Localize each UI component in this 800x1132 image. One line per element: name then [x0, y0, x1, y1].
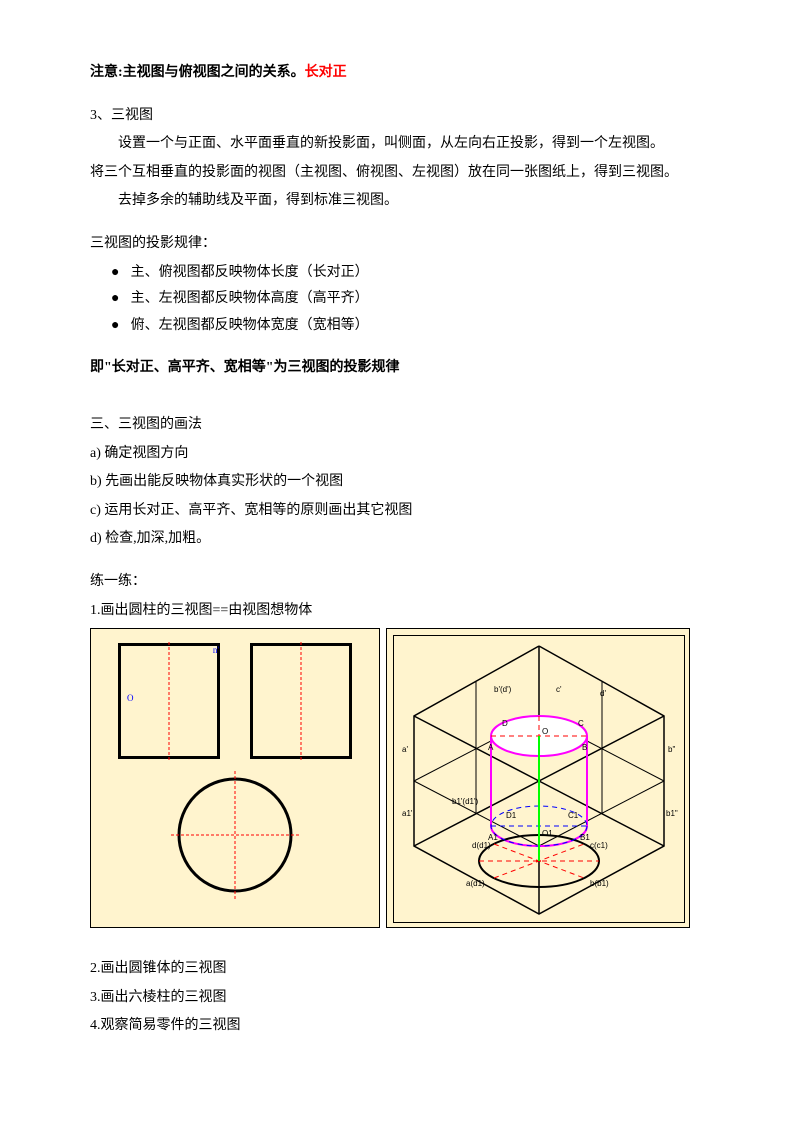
top-view-circle: [175, 775, 295, 895]
svg-text:C1: C1: [568, 811, 579, 820]
rules-summary: 即"长对正、高平齐、宽相等"为三视图的投影规律: [90, 355, 710, 382]
svg-text:b1": b1": [666, 809, 678, 818]
drawing-step: a) 确定视图方向: [90, 441, 710, 468]
svg-text:d': d': [600, 689, 606, 698]
sec3-p1: 设置一个与正面、水平面垂直的新投影面，叫侧面，从左向右正投影，得到一个左视图。: [90, 131, 710, 158]
svg-text:b(b1): b(b1): [590, 879, 609, 888]
svg-text:a(d1): a(d1): [466, 879, 485, 888]
sec3-p2: 将三个互相垂直的投影面的视图（主视图、俯视图、左视图）放在同一张图纸上，得到三视…: [90, 160, 710, 187]
label-o: O: [127, 690, 134, 707]
figure-three-views: O n': [90, 628, 380, 928]
rule-item: 主、俯视图都反映物体长度（长对正）: [111, 260, 710, 287]
practice-heading: 练一练：: [90, 569, 710, 596]
svg-text:D1: D1: [506, 811, 517, 820]
sec3-title: 3、三视图: [90, 103, 710, 130]
side-view-rect: [250, 643, 352, 759]
note-highlight: 长对正: [305, 65, 347, 80]
svg-text:C: C: [578, 719, 584, 728]
figure-axonometric: O O1 A B C D A1 B1 C1 D1 a' b" b'(d') c': [386, 628, 690, 928]
note-line: 注意:主视图与俯视图之间的关系。长对正: [90, 60, 710, 87]
svg-text:b": b": [668, 745, 675, 754]
svg-text:a': a': [402, 745, 408, 754]
svg-text:a1': a1': [402, 809, 413, 818]
axon-svg: O O1 A B C D A1 B1 C1 D1 a' b" b'(d') c': [394, 636, 684, 922]
drawing-heading: 三、三视图的画法: [90, 412, 710, 439]
rule-item: 俯、左视图都反映物体宽度（宽相等）: [111, 313, 710, 340]
rules-heading: 三视图的投影规律：: [90, 231, 710, 258]
svg-text:B: B: [582, 743, 587, 752]
practice-p2: 2.画出圆锥体的三视图: [90, 956, 710, 983]
sec3-p3: 去掉多余的辅助线及平面，得到标准三视图。: [90, 188, 710, 215]
practice-p4: 4.观察简易零件的三视图: [90, 1013, 710, 1040]
figure-row: O n': [90, 628, 710, 928]
drawing-step: b) 先画出能反映物体真实形状的一个视图: [90, 469, 710, 496]
svg-text:B1: B1: [580, 833, 590, 842]
svg-text:d(d1): d(d1): [472, 841, 491, 850]
svg-text:A: A: [488, 743, 494, 752]
practice-p3: 3.画出六棱柱的三视图: [90, 985, 710, 1012]
svg-text:O1: O1: [542, 829, 553, 838]
svg-text:c(c1): c(c1): [590, 841, 608, 850]
svg-text:c': c': [556, 685, 562, 694]
svg-text:D: D: [502, 719, 508, 728]
drawing-step: d) 检查,加深,加粗。: [90, 526, 710, 553]
svg-text:b1'(d1'): b1'(d1'): [452, 797, 479, 806]
drawing-step: c) 运用长对正、高平齐、宽相等的原则画出其它视图: [90, 498, 710, 525]
practice-p1: 1.画出圆柱的三视图==由视图想物体: [90, 598, 710, 625]
svg-text:O: O: [542, 727, 548, 736]
rule-item: 主、左视图都反映物体高度（高平齐）: [111, 286, 710, 313]
note-prefix: 注意:主视图与俯视图之间的关系。: [90, 65, 305, 80]
label-n: n': [213, 642, 219, 659]
svg-text:b'(d'): b'(d'): [494, 685, 512, 694]
front-view-rect: O n': [118, 643, 220, 759]
rules-list: 主、俯视图都反映物体长度（长对正） 主、左视图都反映物体高度（高平齐） 俯、左视…: [111, 260, 710, 340]
